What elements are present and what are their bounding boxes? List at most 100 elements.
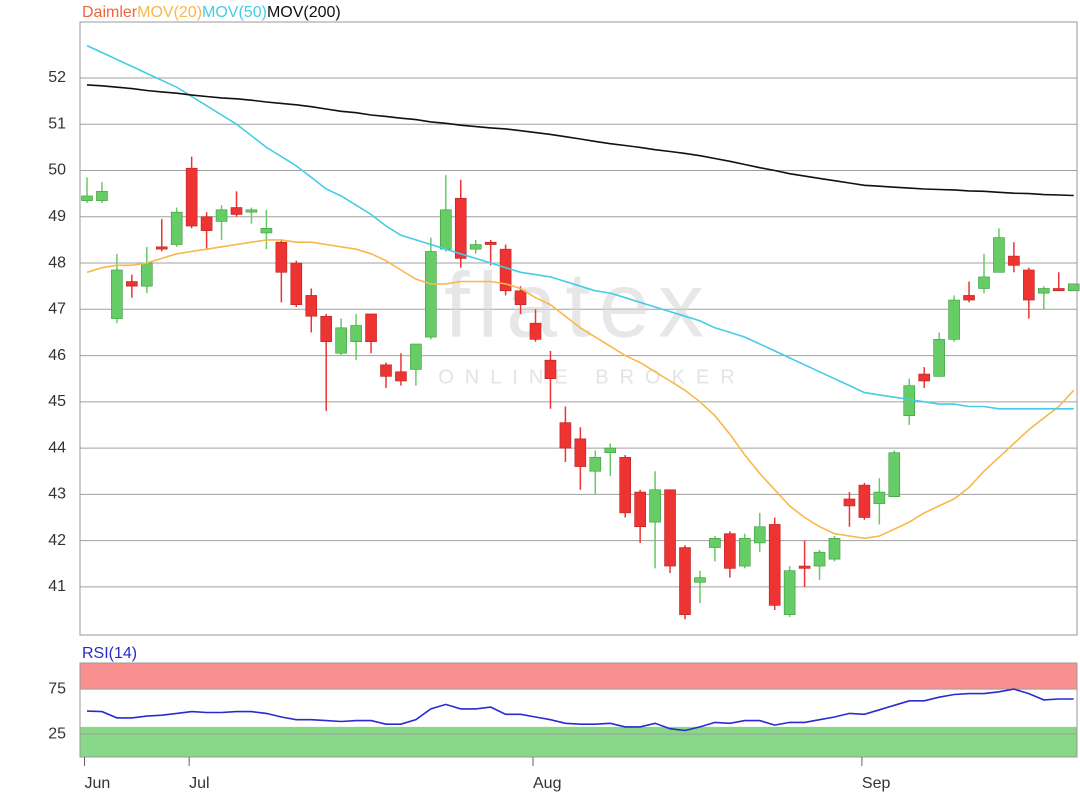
candle-body (709, 538, 721, 548)
candle-body (514, 290, 527, 305)
candle-body (96, 191, 108, 201)
candle-body (395, 371, 407, 382)
candle-body (469, 244, 482, 250)
candle-body (200, 216, 213, 231)
candle-body (454, 197, 467, 259)
y-tick-label: 25 (48, 725, 66, 742)
candle-body (858, 484, 871, 518)
watermark-tagline: ONLINE BROKER (438, 366, 745, 388)
candle-body (933, 339, 945, 377)
candle-body (230, 207, 243, 215)
y-tick-label: 45 (48, 393, 66, 410)
candle-body (589, 457, 602, 472)
candle-body (813, 551, 826, 567)
y-tick-label: 50 (48, 162, 66, 179)
candle-body (664, 489, 676, 567)
legend-entry: MOV(20) (137, 4, 202, 21)
candle-body (798, 565, 811, 569)
band (80, 663, 1077, 690)
candle-body (753, 526, 766, 544)
candle-body (694, 577, 706, 583)
y-tick-label: 46 (48, 347, 66, 364)
candle-body (724, 533, 736, 569)
candle-body (738, 538, 751, 567)
candle-body (215, 209, 228, 222)
band (80, 726, 1077, 757)
x-tick-label: Jun (85, 775, 111, 792)
price-panel: 41 42 43 44 45 46 47 48 49 50 51 52 flatex ONLINE BRO… (48, 4, 1080, 636)
candle-body (305, 295, 318, 317)
panel-border (79, 662, 1078, 758)
legend-entry: Daimler (82, 4, 138, 21)
candle-body (275, 241, 288, 273)
legend-entry: MOV(200) (267, 4, 341, 21)
candle-body (335, 327, 347, 354)
candle-body (559, 422, 572, 449)
candle-body (155, 246, 168, 250)
candle-body (873, 491, 886, 504)
candle-body (843, 498, 856, 507)
candle-body (948, 299, 960, 340)
candle-body (993, 237, 1005, 273)
candle-body (380, 364, 392, 377)
candle-body (888, 452, 901, 497)
candle-body (978, 276, 990, 289)
candle-body (260, 228, 273, 234)
candle-body (484, 241, 497, 245)
candle-body (439, 209, 452, 250)
candle-body (544, 359, 557, 379)
candle-body (425, 251, 437, 338)
line-series (86, 239, 1075, 540)
y-tick-label: 49 (48, 208, 66, 225)
candle-body (111, 269, 123, 319)
candle-body (963, 295, 975, 301)
y-tick-label: 48 (48, 254, 66, 271)
candle-body (245, 209, 258, 213)
candle-body (1008, 255, 1020, 266)
candle-body (350, 325, 362, 342)
watermark-logo: flatex (444, 254, 712, 356)
line-series (86, 44, 1074, 410)
candle-body (604, 447, 617, 454)
y-tick-label: 41 (48, 578, 66, 595)
legend-entry: RSI(14) (82, 645, 137, 662)
candle-body (768, 524, 781, 606)
candle-body (126, 281, 138, 287)
y-tick-label: 43 (48, 486, 66, 503)
rsi-panel: 25 75 RSI(14) Jun Jul Aug Sep (48, 645, 1078, 792)
candle-body (634, 491, 646, 528)
y-tick-label: 44 (48, 439, 66, 456)
x-tick-label: Aug (533, 775, 561, 792)
candle-body (141, 262, 153, 287)
candle-body (574, 438, 587, 467)
candle-body (1038, 288, 1050, 294)
candle-body (1052, 288, 1065, 292)
y-tick-label: 75 (48, 680, 66, 697)
candle-body (828, 538, 841, 560)
candle-body (410, 343, 422, 370)
candle-body (170, 211, 183, 245)
line-series (86, 688, 1074, 732)
candle-body (1023, 269, 1035, 301)
candle-body (320, 315, 333, 342)
line-series (86, 84, 1074, 197)
y-tick-label: 47 (48, 301, 66, 318)
x-tick-label: Jul (189, 775, 209, 792)
legend-entry: MOV(50) (202, 4, 267, 21)
candle-body (783, 570, 796, 615)
candle-body (619, 457, 632, 514)
candle-body (679, 547, 691, 615)
candle-body (649, 489, 661, 523)
y-tick-label: 42 (48, 532, 66, 549)
candle-body (529, 322, 542, 340)
y-tick-label: 52 (48, 69, 66, 86)
panel-border (79, 21, 1078, 636)
x-tick-label: Sep (862, 775, 891, 792)
candle-body (185, 167, 198, 227)
candle-body (290, 262, 303, 305)
candle-body (81, 195, 93, 201)
y-tick-label: 51 (48, 115, 66, 132)
candle-body (1067, 283, 1080, 292)
candle-body (365, 313, 377, 342)
